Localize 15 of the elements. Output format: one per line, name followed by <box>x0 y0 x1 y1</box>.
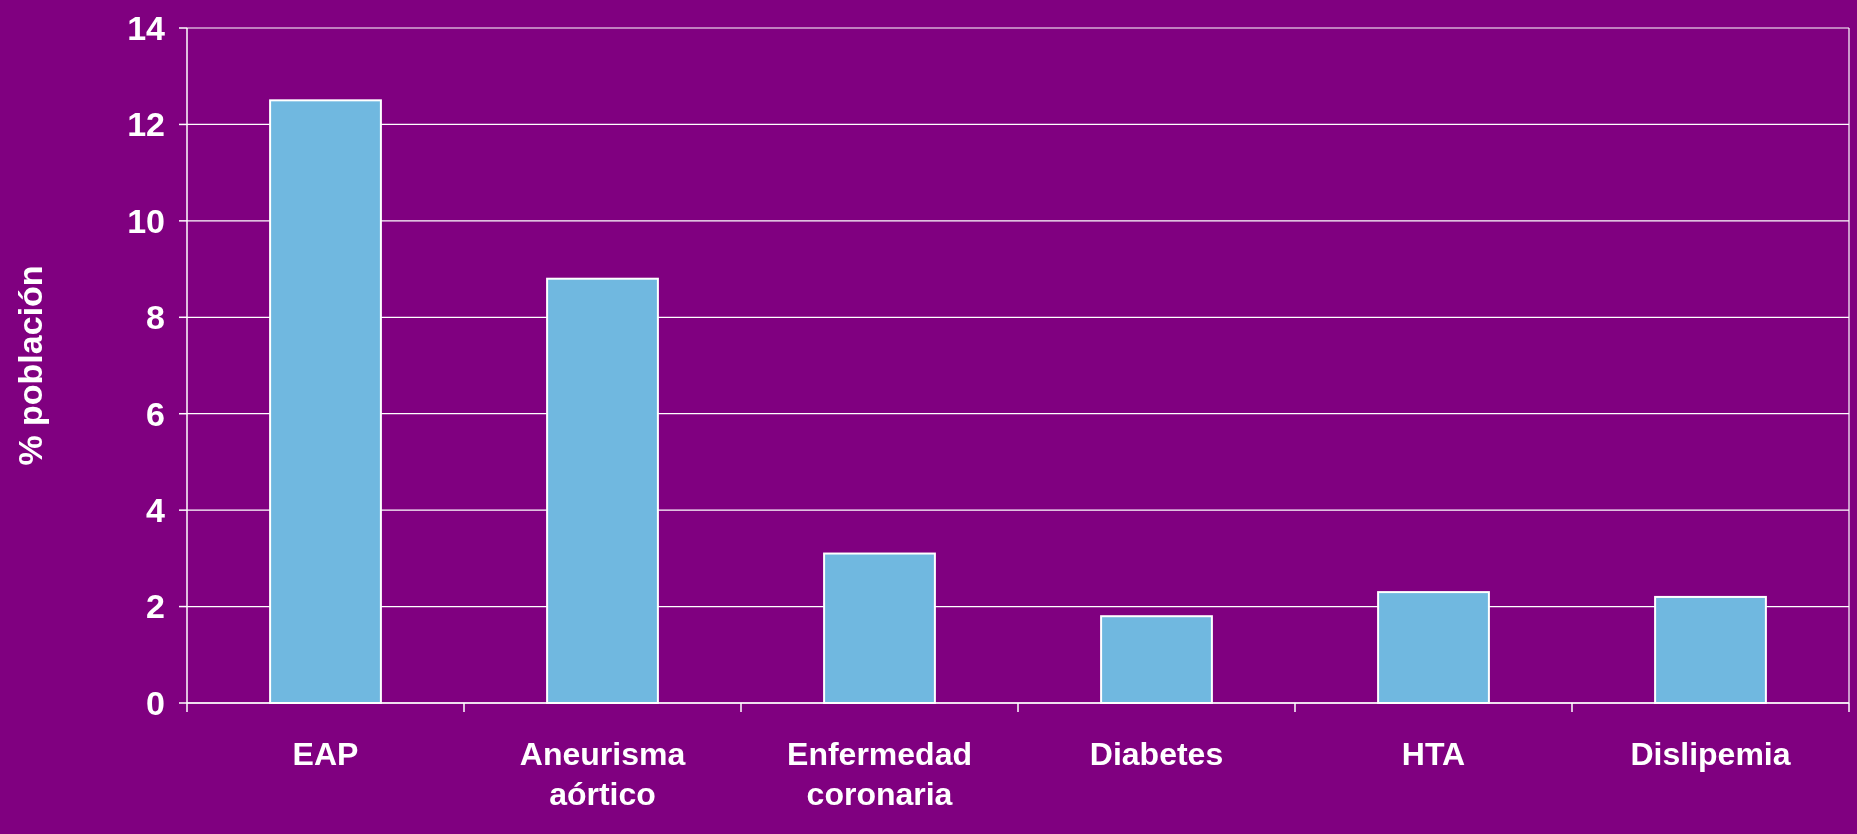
y-tick-label: 0 <box>146 683 165 722</box>
y-tick-label: 8 <box>146 298 165 337</box>
y-tick-label: 10 <box>127 201 165 240</box>
x-tick-label: HTA <box>1401 736 1466 772</box>
x-tick-label: Enfermedad coronaria <box>787 736 972 812</box>
x-tick-label: Dislipemia <box>1630 736 1791 772</box>
x-tick-label: Diabetes <box>1089 736 1224 772</box>
x-tick-label: EAP <box>292 736 359 772</box>
x-tick-label: Aneurisma aórtico <box>519 736 686 812</box>
y-tick-label: 4 <box>146 491 166 530</box>
y-axis-title: % población <box>11 265 49 466</box>
y-tick-label: 12 <box>127 105 165 144</box>
y-tick-label: 2 <box>146 587 165 626</box>
y-tick-label: 6 <box>146 394 165 433</box>
y-tick-label: 14 <box>127 8 166 47</box>
